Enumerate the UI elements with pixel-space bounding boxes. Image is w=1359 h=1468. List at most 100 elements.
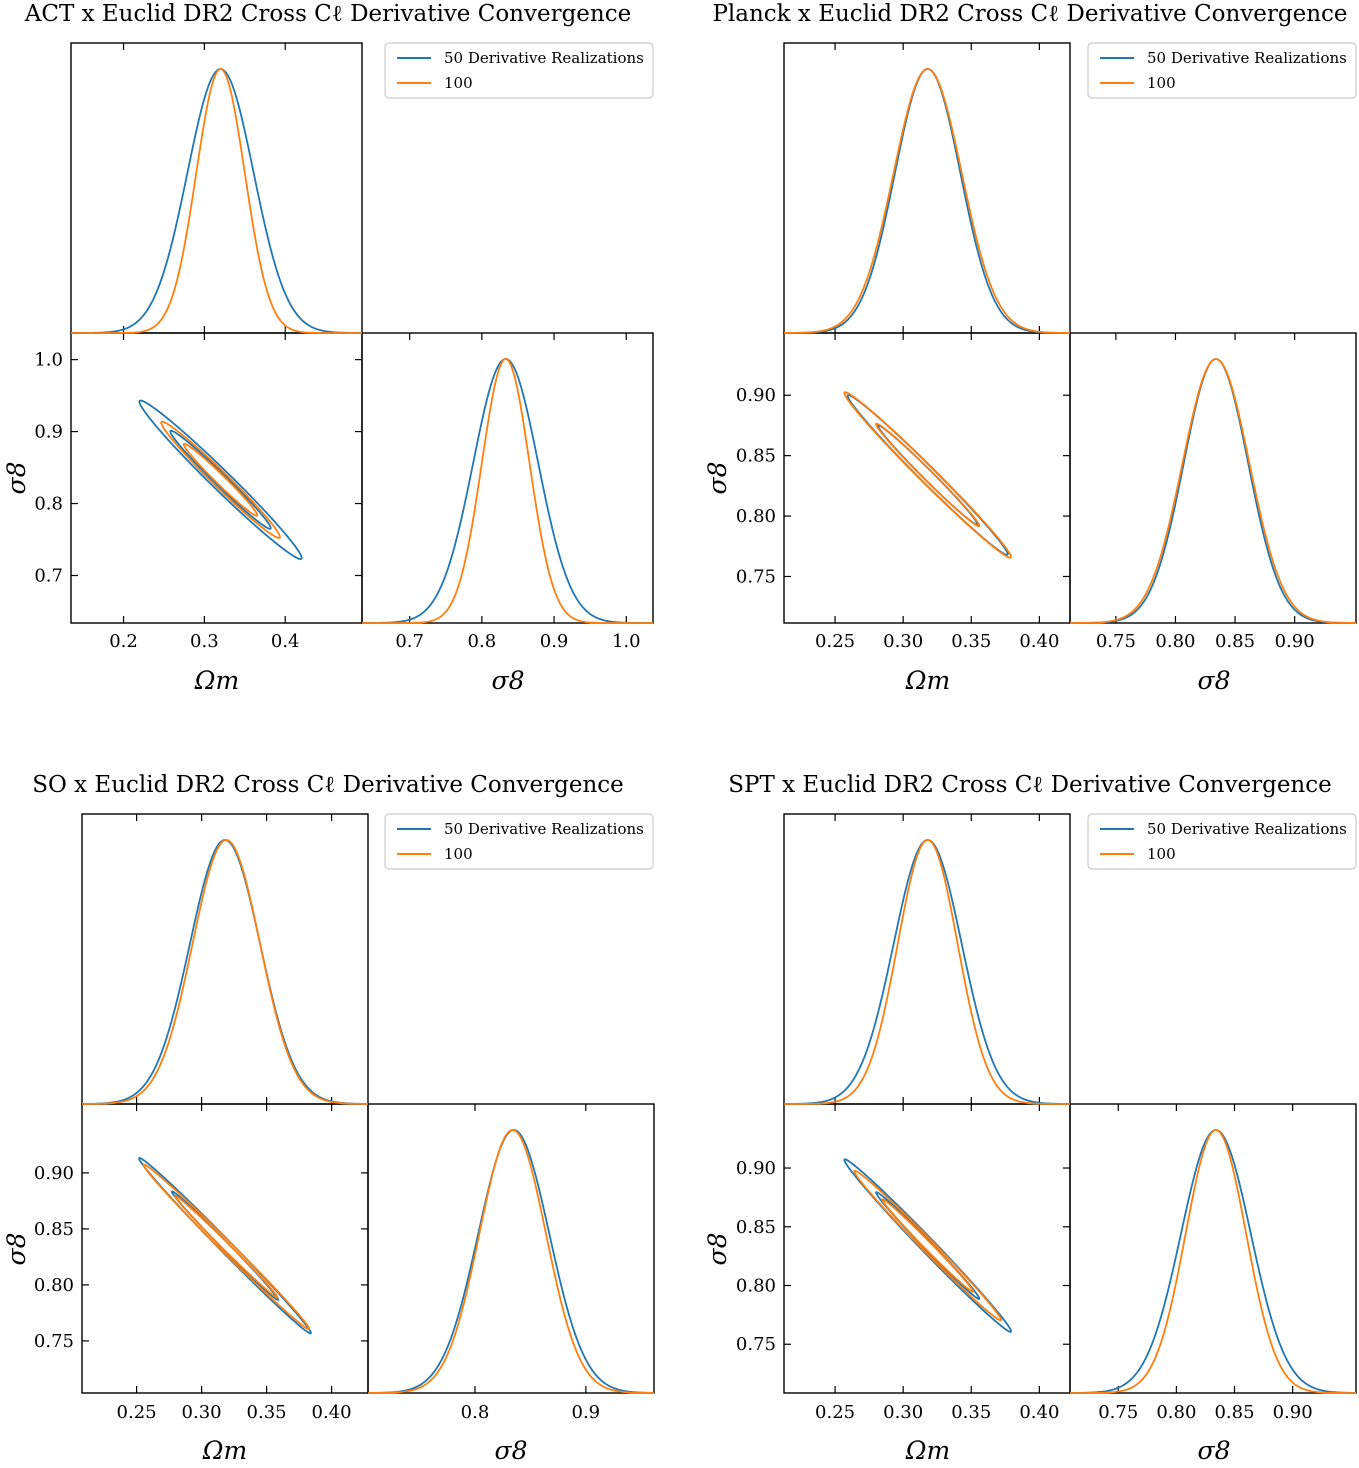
sigma8-marginal-curve-a (1070, 358, 1356, 624)
x-tick-label: 0.8 (461, 1402, 490, 1423)
x-tick-label: 1.0 (612, 631, 641, 652)
omega-marginal-curve-b (82, 839, 369, 1105)
y-tick-label: 0.90 (736, 385, 776, 406)
x-tick-label: 0.90 (1273, 1402, 1313, 1423)
contour-68-a (875, 1191, 981, 1300)
x-tick-label: 0.80 (1155, 631, 1195, 652)
y-tick-label: 0.85 (34, 1219, 74, 1240)
x-axis-label-sigma8: σ8 (495, 1436, 528, 1465)
contour-95-a (846, 394, 1009, 556)
x-tick-label: 0.90 (1275, 631, 1315, 652)
legend-label-series-a: 50 Derivative Realizations (1147, 49, 1347, 67)
legend-box (1087, 813, 1357, 870)
y-tick-label: 0.85 (736, 446, 776, 467)
x-axis-label-sigma8: σ8 (1198, 1436, 1231, 1465)
panel-act: ACT x Euclid DR2 Cross Cℓ Derivative Con… (2, 1, 654, 695)
y-tick-label: 0.7 (34, 566, 63, 587)
omega-marginal-curve-b (784, 839, 1070, 1105)
x-tick-label: 0.4 (271, 631, 300, 652)
contour-95-b (160, 420, 281, 539)
x-tick-label: 0.75 (1096, 631, 1136, 652)
legend-label-series-a: 50 Derivative Realizations (444, 49, 644, 67)
y-tick-label: 0.75 (34, 1331, 74, 1352)
sigma8-marginal-curve-b (1070, 358, 1357, 624)
sigma8-marginal-axes (1069, 1103, 1357, 1394)
y-axis-label-sigma8: σ8 (703, 1233, 732, 1266)
x-axis-label-sigma8: σ8 (1198, 666, 1231, 695)
legend-label-series-a: 50 Derivative Realizations (1147, 820, 1347, 838)
y-tick-label: 0.75 (736, 566, 776, 587)
legend-label-series-b: 100 (444, 74, 473, 92)
contour-95-b (843, 391, 1012, 559)
panel-title: ACT x Euclid DR2 Cross Cℓ Derivative Con… (24, 1, 631, 27)
x-tick-label: 0.85 (1215, 631, 1255, 652)
y-tick-label: 0.8 (34, 494, 63, 515)
contour-95-b (853, 1169, 1002, 1322)
x-tick-label: 0.9 (540, 631, 569, 652)
y-tick-label: 0.9 (34, 422, 63, 443)
omega-marginal-curve-a (784, 68, 1070, 334)
y-tick-label: 0.90 (34, 1163, 74, 1184)
panel-title: SPT x Euclid DR2 Cross Cℓ Derivative Con… (728, 772, 1332, 798)
contour-axes (783, 1103, 1071, 1394)
contour-68-a (169, 429, 272, 530)
panel-so: SO x Euclid DR2 Cross Cℓ Derivative Conv… (2, 772, 655, 1465)
y-tick-label: 0.80 (736, 1276, 776, 1297)
x-tick-label: 0.2 (109, 631, 138, 652)
x-tick-label: 0.25 (815, 631, 855, 652)
contour-95-b (142, 1163, 310, 1330)
x-tick-label: 0.25 (815, 1402, 855, 1423)
contour-95-a (138, 1157, 312, 1335)
omega-marginal-axes (783, 42, 1071, 334)
x-tick-label: 0.35 (247, 1402, 287, 1423)
x-tick-label: 0.85 (1214, 1402, 1254, 1423)
omega-marginal-axes (70, 42, 363, 334)
plot-area: 0.25 0.30 0.35 0.40 0.75 0.80 0.85 0.90 0.75 0.80… (736, 42, 1357, 652)
sigma8-marginal-curve-a (1069, 1129, 1357, 1394)
panel-title: SO x Euclid DR2 Cross Cℓ Derivative Conv… (32, 772, 624, 798)
y-tick-label: 0.75 (736, 1334, 776, 1355)
x-tick-label: 0.30 (182, 1402, 222, 1423)
legend-box (384, 813, 654, 870)
sigma8-marginal-curve-b (368, 1129, 655, 1394)
contour-68-b (875, 422, 981, 528)
legend-box (384, 42, 654, 99)
panel-planck: Planck x Euclid DR2 Cross Cℓ Derivative … (703, 1, 1357, 695)
x-tick-label: 0.30 (883, 1402, 923, 1423)
x-tick-label: 0.7 (395, 631, 424, 652)
x-axis-label-omega: Ωm (194, 666, 239, 695)
sigma8-marginal-axes (361, 332, 654, 624)
omega-marginal-axes (783, 813, 1071, 1105)
y-axis-label-sigma8: σ8 (2, 462, 31, 495)
omega-marginal-curve-a (71, 68, 362, 334)
x-axis-label-sigma8: σ8 (492, 666, 525, 695)
contour-axes (70, 332, 363, 624)
y-tick-label: 0.90 (736, 1158, 776, 1179)
omega-marginal-axes (81, 813, 369, 1105)
legend-label-series-a: 50 Derivative Realizations (444, 820, 644, 838)
sigma8-marginal-curve-b (1070, 1129, 1356, 1394)
x-tick-label: 0.25 (117, 1402, 157, 1423)
panel-title: Planck x Euclid DR2 Cross Cℓ Derivative … (712, 1, 1347, 27)
x-axis-label-omega: Ωm (905, 1436, 950, 1465)
x-tick-label: 0.80 (1156, 1402, 1196, 1423)
omega-marginal-curve-b (784, 68, 1071, 334)
sigma8-marginal-curve-b (362, 358, 653, 624)
panel-spt: SPT x Euclid DR2 Cross Cℓ Derivative Con… (703, 772, 1357, 1465)
x-tick-label: 0.9 (572, 1402, 601, 1423)
x-tick-label: 0.40 (1019, 1402, 1059, 1423)
x-axis-label-omega: Ωm (905, 666, 950, 695)
y-tick-label: 0.85 (736, 1217, 776, 1238)
legend-label-series-b: 100 (1147, 845, 1176, 863)
legend-label-series-b: 100 (444, 845, 473, 863)
contour-axes (783, 332, 1071, 624)
sigma8-marginal-curve-a (368, 1129, 655, 1394)
contour-68-b (182, 442, 259, 517)
legend-label-series-b: 100 (1147, 74, 1176, 92)
legend: 50 Derivative Realizations 100 (1087, 42, 1357, 99)
x-tick-label: 0.75 (1098, 1402, 1138, 1423)
plot-area: 0.25 0.30 0.35 0.40 0.75 0.80 0.85 0.90 0.75 0.80… (736, 813, 1357, 1423)
plot-area: 0.2 0.3 0.4 0.7 0.8 0.9 1.0 0.7 0.8 0.9 1.0 (34, 42, 654, 652)
x-tick-label: 0.8 (468, 631, 497, 652)
y-axis-label-sigma8: σ8 (2, 1233, 31, 1266)
